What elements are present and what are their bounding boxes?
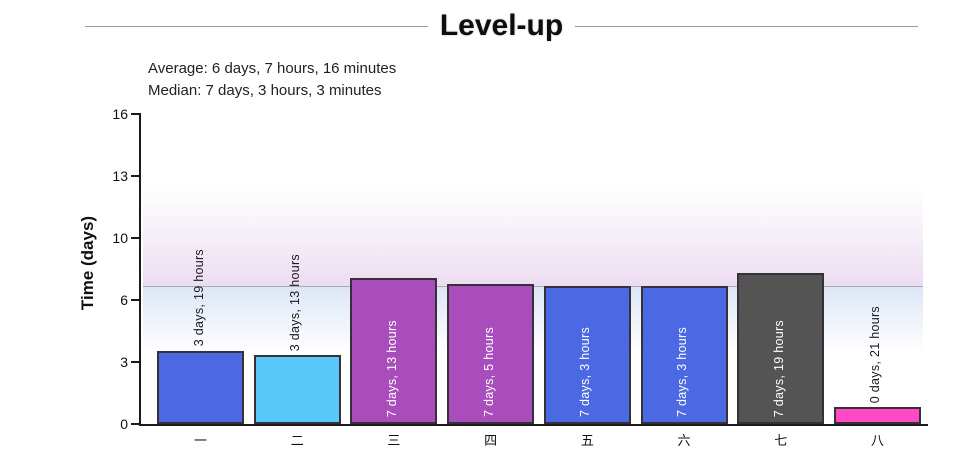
bar-三	[350, 277, 438, 424]
bar-七	[737, 273, 825, 424]
bar-八	[833, 407, 921, 424]
x-axis-label: 三	[387, 433, 401, 448]
y-tick-mark	[131, 237, 139, 239]
title-rule-left	[85, 25, 428, 27]
y-tick-label: 13	[112, 168, 128, 184]
bar-value-label: 7 days, 13 hours	[384, 319, 399, 417]
y-tick-label: 10	[112, 230, 128, 246]
y-tick-label: 6	[120, 292, 128, 308]
x-axis-label: 一	[193, 433, 207, 448]
bar-value-label: 7 days, 5 hours	[481, 327, 496, 417]
y-tick-mark	[131, 175, 139, 177]
bar-value-label: 7 days, 3 hours	[675, 327, 690, 417]
bar-二	[253, 355, 341, 424]
y-tick-mark	[131, 299, 139, 301]
bar-value-label: 3 days, 13 hours	[288, 254, 303, 352]
bar-六	[640, 285, 728, 424]
y-tick-mark	[131, 113, 139, 115]
page-title: Level-up	[439, 9, 564, 42]
y-axis-title: Time (days)	[78, 215, 97, 311]
y-tick-label: 16	[112, 106, 128, 122]
y-tick-mark	[131, 361, 139, 363]
x-axis-line	[139, 424, 928, 426]
y-tick-label: 0	[120, 416, 128, 432]
x-axis-label: 六	[677, 433, 691, 448]
y-tick-label: 3	[120, 354, 128, 370]
x-axis-label: 七	[774, 433, 788, 448]
title-rule-right	[575, 25, 919, 27]
x-axis-label: 四	[484, 433, 498, 448]
bar-五	[543, 285, 631, 424]
title-row: Level-up	[85, 6, 919, 46]
bar-value-label: 3 days, 19 hours	[191, 249, 206, 347]
upper-gradient-band	[143, 188, 923, 286]
x-axis-label: 二	[290, 433, 304, 448]
median-stat: Median: 7 days, 3 hours, 3 minutes	[148, 82, 382, 99]
bar-一	[157, 350, 244, 424]
x-axis-label: 五	[580, 433, 594, 448]
y-tick-mark	[131, 423, 139, 425]
bar-value-label: 7 days, 19 hours	[771, 319, 786, 417]
bar-value-label: 7 days, 3 hours	[578, 327, 593, 417]
bar-四	[447, 284, 535, 424]
bar-value-label: 0 days, 21 hours	[868, 305, 883, 404]
y-axis-line	[139, 113, 141, 426]
average-stat: Average: 6 days, 7 hours, 16 minutes	[148, 60, 397, 77]
stats-block: Average: 6 days, 7 hours, 16 minutes Med…	[148, 58, 396, 102]
x-axis-label: 八	[870, 433, 884, 448]
